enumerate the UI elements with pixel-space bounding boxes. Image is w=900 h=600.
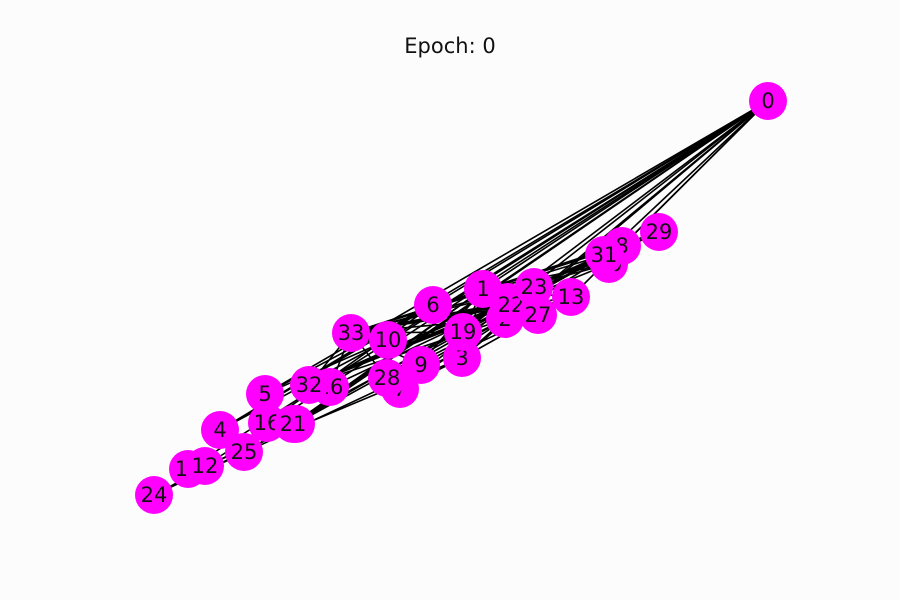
node-32: 32 — [290, 366, 328, 404]
node-circle — [515, 268, 553, 306]
node-label: 12 — [192, 454, 219, 478]
node-circle — [274, 405, 312, 443]
node-label: 25 — [231, 440, 258, 464]
node-19: 19 — [444, 313, 482, 351]
node-label: 33 — [338, 321, 365, 345]
edge-0-5 — [264, 100, 769, 395]
node-33: 33 — [332, 314, 370, 352]
node-10: 10 — [369, 321, 407, 359]
node-circle — [552, 278, 590, 316]
node-12: 12 — [186, 447, 224, 485]
node-circle — [135, 476, 173, 514]
epoch-title: Epoch: 0 — [404, 34, 496, 58]
node-label: 6 — [426, 293, 439, 317]
node-6: 6 — [414, 286, 452, 324]
node-25: 25 — [225, 433, 263, 471]
node-label: 1 — [476, 277, 489, 301]
node-label: 31 — [591, 243, 618, 267]
node-label: 24 — [141, 483, 168, 507]
node-label: 9 — [414, 353, 427, 377]
node-13: 13 — [552, 278, 590, 316]
node-circle — [369, 321, 407, 359]
node-label: 13 — [558, 285, 585, 309]
node-layer: 0123456789101112131415161718192021222324… — [135, 82, 787, 514]
node-circle — [290, 366, 328, 404]
node-21: 21 — [274, 405, 312, 443]
node-circle — [640, 213, 678, 251]
node-9: 9 — [402, 346, 440, 384]
node-label: 23 — [521, 275, 548, 299]
node-28: 28 — [368, 359, 406, 397]
edge-0-31 — [603, 100, 769, 256]
node-4: 4 — [201, 411, 239, 449]
node-label: 3 — [455, 346, 468, 370]
node-circle — [749, 82, 787, 120]
node-label: 0 — [761, 89, 774, 113]
node-circle — [414, 286, 452, 324]
node-5: 5 — [246, 375, 284, 413]
node-circle — [186, 447, 224, 485]
node-circle — [225, 433, 263, 471]
node-29: 29 — [640, 213, 678, 251]
node-circle — [332, 314, 370, 352]
node-27: 27 — [519, 296, 557, 334]
node-label: 21 — [280, 412, 307, 436]
node-circle — [246, 375, 284, 413]
node-label: 28 — [374, 366, 401, 390]
node-label: 19 — [450, 320, 477, 344]
node-circle — [368, 359, 406, 397]
node-circle — [444, 313, 482, 351]
node-0: 0 — [749, 82, 787, 120]
node-circle — [201, 411, 239, 449]
node-label: 10 — [375, 328, 402, 352]
node-circle — [585, 236, 623, 274]
node-label: 32 — [296, 373, 323, 397]
node-label: 27 — [525, 303, 552, 327]
node-circle — [402, 346, 440, 384]
node-circle — [519, 296, 557, 334]
node-label: 29 — [646, 220, 673, 244]
node-24: 24 — [135, 476, 173, 514]
node-31: 31 — [585, 236, 623, 274]
node-label: 4 — [213, 418, 226, 442]
node-23: 23 — [515, 268, 553, 306]
edge-5-10 — [264, 339, 389, 395]
node-label: 5 — [258, 382, 271, 406]
